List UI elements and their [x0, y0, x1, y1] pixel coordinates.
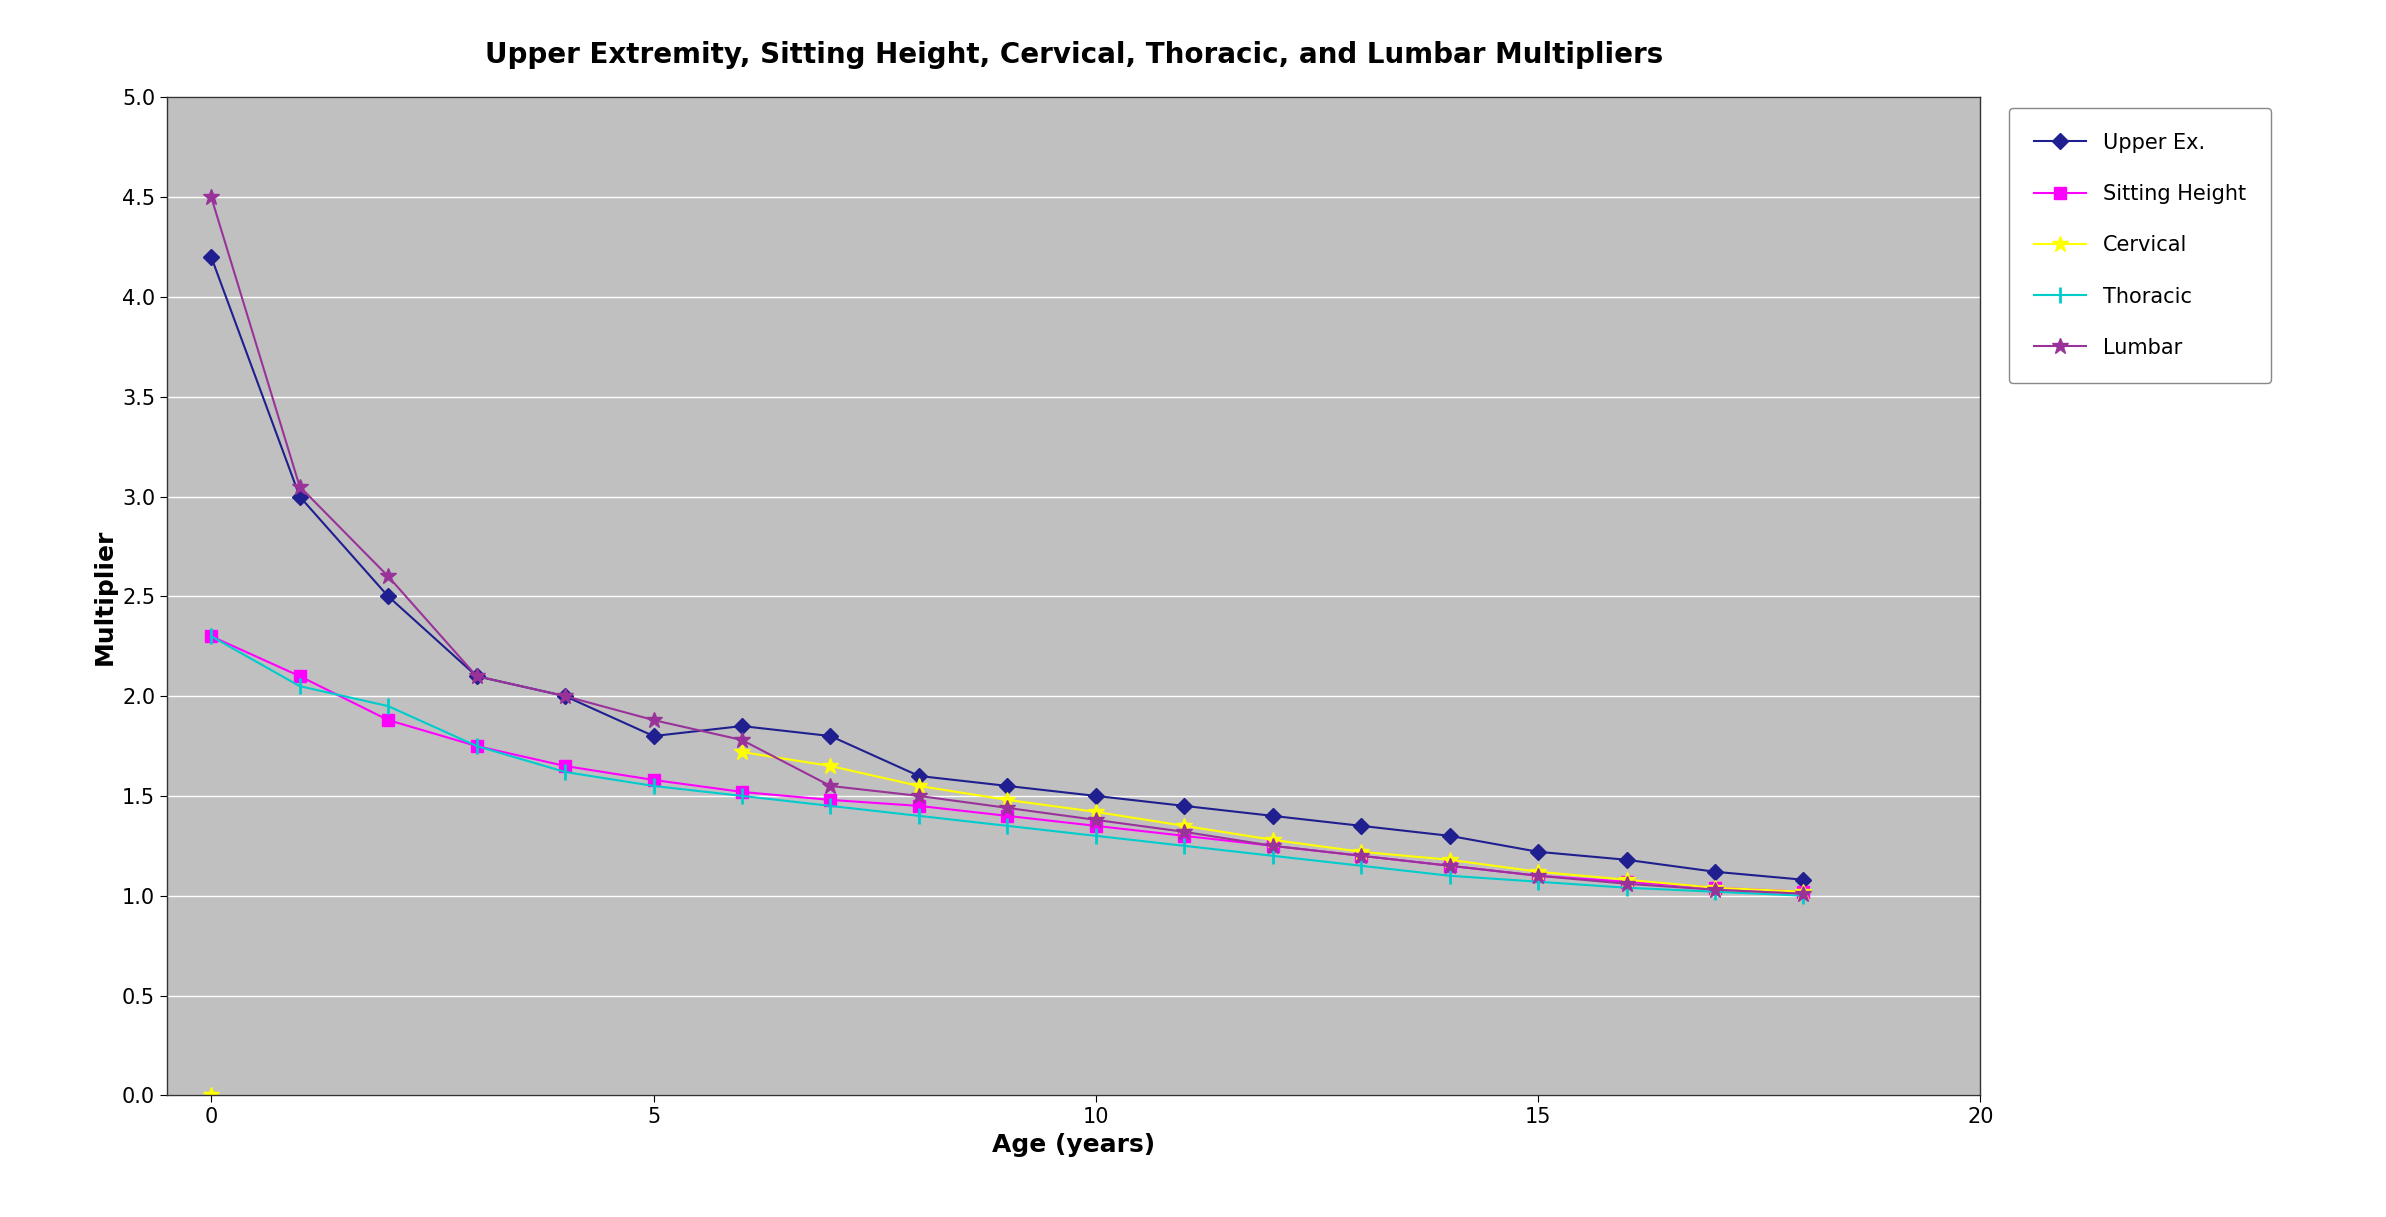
X-axis label: Age (years): Age (years) [993, 1133, 1155, 1156]
Thoracic [1701, 885, 1730, 899]
Lumbar [1346, 848, 1374, 863]
Lumbar [993, 801, 1021, 815]
Thoracic [993, 819, 1021, 834]
Lumbar [375, 570, 403, 584]
Cervical [1257, 832, 1286, 847]
Cervical [816, 758, 845, 773]
Upper Ex. [198, 249, 227, 264]
Upper Ex. [639, 729, 668, 744]
Lumbar [1790, 886, 1818, 901]
Thoracic [551, 764, 580, 779]
Thoracic [1169, 839, 1198, 853]
Cervical [1701, 880, 1730, 894]
Upper Ex. [1790, 873, 1818, 887]
Thoracic [1436, 869, 1465, 884]
Thoracic [904, 808, 933, 823]
Lumbar [286, 479, 315, 494]
Cervical [728, 745, 756, 759]
Line: Thoracic: Thoracic [203, 629, 1811, 903]
Thoracic [1613, 880, 1642, 894]
Lumbar [551, 689, 580, 703]
Upper Ex. [904, 769, 933, 784]
Sitting Height [904, 798, 933, 813]
Legend: Upper Ex., Sitting Height, Cervical, Thoracic, Lumbar: Upper Ex., Sitting Height, Cervical, Tho… [2009, 108, 2271, 383]
Upper Ex. [1436, 829, 1465, 843]
Line: Upper Ex.: Upper Ex. [205, 252, 1809, 885]
Sitting Height [816, 792, 845, 807]
Sitting Height [198, 629, 227, 644]
Upper Ex. [1525, 845, 1553, 859]
Thoracic [1081, 829, 1109, 843]
Lumbar [1701, 882, 1730, 897]
Lumbar [198, 190, 227, 204]
Sitting Height [728, 785, 756, 800]
Sitting Height [551, 758, 580, 773]
Lumbar [1436, 858, 1465, 873]
Y-axis label: Multiplier: Multiplier [93, 528, 117, 664]
Thoracic [728, 789, 756, 803]
Lumbar [904, 789, 933, 803]
Lumbar [1169, 825, 1198, 840]
Sitting Height [1701, 880, 1730, 894]
Thoracic [286, 679, 315, 694]
Cervical [1790, 885, 1818, 899]
Upper Ex. [286, 489, 315, 504]
Line: Lumbar: Lumbar [203, 189, 1811, 902]
Upper Ex. [1613, 852, 1642, 867]
Cervical [1436, 852, 1465, 867]
Sitting Height [1257, 839, 1286, 853]
Lumbar [1525, 869, 1553, 884]
Thoracic [375, 699, 403, 713]
Lumbar [639, 713, 668, 728]
Lumbar [1257, 839, 1286, 853]
Upper Ex. [1346, 819, 1374, 834]
Upper Ex. [463, 669, 492, 684]
Thoracic [1257, 848, 1286, 863]
Sitting Height [1346, 848, 1374, 863]
Lumbar [816, 779, 845, 793]
Upper Ex. [1169, 798, 1198, 813]
Cervical [1525, 864, 1553, 879]
Sitting Height [375, 713, 403, 728]
Cervical [1081, 804, 1109, 819]
Sitting Height [1169, 829, 1198, 843]
Line: Sitting Height: Sitting Height [205, 630, 1809, 898]
Thoracic [1790, 888, 1818, 903]
Cervical [1169, 819, 1198, 834]
Thoracic [639, 779, 668, 793]
Lumbar [728, 733, 756, 747]
Sitting Height [1790, 885, 1818, 899]
Upper Ex. [1257, 808, 1286, 823]
Lumbar [463, 669, 492, 684]
Upper Ex. [375, 589, 403, 604]
Lumbar [1081, 813, 1109, 828]
Line: Cervical: Cervical [733, 744, 1811, 901]
Lumbar [1613, 876, 1642, 891]
Upper Ex. [816, 729, 845, 744]
Sitting Height [1436, 858, 1465, 873]
Sitting Height [286, 669, 315, 684]
Sitting Height [1525, 869, 1553, 884]
Thoracic [198, 629, 227, 644]
Sitting Height [1613, 875, 1642, 890]
Cervical [1346, 845, 1374, 859]
Upper Ex. [1081, 789, 1109, 803]
Thoracic [463, 739, 492, 753]
Sitting Height [463, 739, 492, 753]
Sitting Height [639, 773, 668, 787]
Upper Ex. [551, 689, 580, 703]
Upper Ex. [728, 719, 756, 734]
Cervical [904, 779, 933, 793]
Upper Ex. [1701, 864, 1730, 879]
Cervical [993, 792, 1021, 807]
Title: Upper Extremity, Sitting Height, Cervical, Thoracic, and Lumbar Multipliers: Upper Extremity, Sitting Height, Cervica… [484, 40, 1663, 68]
Thoracic [1346, 858, 1374, 873]
Thoracic [816, 798, 845, 813]
Cervical [1613, 873, 1642, 887]
Upper Ex. [993, 779, 1021, 793]
Sitting Height [993, 808, 1021, 823]
Thoracic [1525, 875, 1553, 890]
Sitting Height [1081, 819, 1109, 834]
